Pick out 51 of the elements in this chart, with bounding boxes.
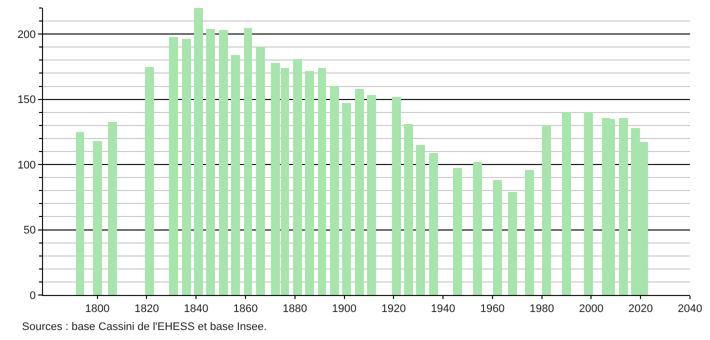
bar <box>330 86 339 295</box>
bar <box>392 97 401 295</box>
bar <box>525 170 534 295</box>
x-tick-label: 1940 <box>430 303 456 316</box>
bar <box>416 145 425 295</box>
bar <box>305 71 314 295</box>
bar <box>256 47 265 295</box>
x-tick-label: 1820 <box>134 303 159 316</box>
x-tick-label: 1800 <box>85 303 110 316</box>
bar <box>244 28 252 295</box>
x-tick-label: 1880 <box>282 303 308 316</box>
bar <box>562 112 571 295</box>
bar <box>355 89 364 295</box>
bar <box>367 95 376 295</box>
x-tick-label: 1840 <box>184 303 208 316</box>
x-tick-label: 1860 <box>233 303 258 316</box>
source-note: Sources : base Cassini de l'EHESS et base Insee. <box>22 321 267 333</box>
x-tick-label: 2020 <box>628 303 653 316</box>
x-tick-label: 1960 <box>480 303 505 316</box>
y-tick-label: 200 <box>17 28 36 41</box>
bar <box>453 168 462 295</box>
y-tick-label: 150 <box>17 94 36 106</box>
bar <box>584 112 593 295</box>
bar <box>318 68 326 295</box>
x-tick-label: 2040 <box>678 303 702 316</box>
bar <box>182 39 191 295</box>
y-tick-label: 100 <box>17 159 36 172</box>
y-tick-label: 0 <box>30 290 36 302</box>
bar <box>619 118 628 295</box>
bar <box>342 103 351 295</box>
bar <box>404 124 413 295</box>
bar <box>508 192 517 295</box>
bar <box>429 153 438 295</box>
bar <box>231 55 240 295</box>
x-tick-label: 2000 <box>578 303 604 316</box>
y-tick-label: 50 <box>24 224 36 237</box>
bar <box>169 37 178 295</box>
bar <box>145 67 154 295</box>
x-tick-label: 1900 <box>332 303 357 316</box>
x-tick-label: 1980 <box>530 303 554 316</box>
bar <box>194 8 203 295</box>
bar <box>206 29 215 295</box>
bar <box>293 59 302 295</box>
bar <box>76 132 84 295</box>
bar <box>542 125 551 295</box>
x-tick-label: 1920 <box>381 303 406 316</box>
bar <box>93 141 102 295</box>
bar <box>473 162 482 295</box>
bar <box>493 180 502 295</box>
bar <box>108 122 117 295</box>
bar <box>219 30 228 295</box>
